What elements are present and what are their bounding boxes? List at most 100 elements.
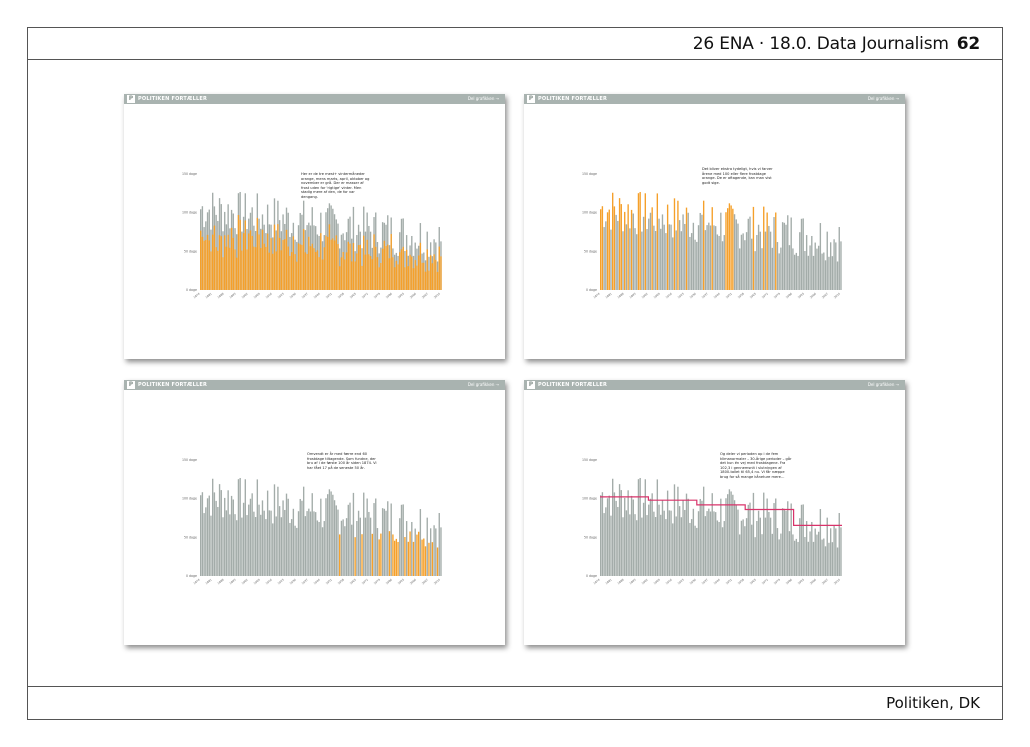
bar [648, 504, 650, 576]
bar [673, 484, 676, 576]
bar [783, 508, 786, 576]
x-tick-label: 2007 [821, 578, 829, 586]
x-tick-label: 2014 [833, 578, 841, 586]
bar [687, 212, 689, 290]
x-tick-label: 1888 [217, 578, 225, 586]
share-link[interactable]: Del grafikken → [467, 382, 499, 387]
bar-winter [361, 265, 363, 290]
bar [431, 542, 434, 576]
bar [816, 534, 818, 576]
bar [642, 502, 645, 576]
bar-winter [260, 247, 262, 290]
bar [737, 223, 739, 290]
bar [648, 218, 650, 290]
bar [742, 233, 744, 290]
bar [757, 510, 760, 576]
bar [696, 527, 698, 576]
bar-winter [241, 250, 243, 290]
x-tick-label: 1923 [677, 578, 685, 586]
y-tick-label: 50 dage [184, 535, 197, 539]
bar [809, 245, 811, 290]
bar [751, 238, 753, 290]
bar [708, 508, 710, 576]
bar-winter [287, 246, 289, 290]
x-tick-label: 1972 [761, 292, 769, 300]
bar [625, 224, 628, 290]
bar [230, 495, 233, 576]
bar [333, 500, 336, 576]
panel-header: P POLITIKEN FORTÆLLER Del grafikken → [524, 94, 905, 104]
bar [682, 214, 684, 290]
bar [776, 242, 779, 290]
bar-winter [409, 254, 411, 290]
bar [749, 502, 751, 576]
bar [745, 232, 748, 290]
bar [740, 520, 743, 576]
bar-winter [225, 246, 228, 290]
bar-winter [335, 235, 337, 290]
x-tick-label: 1937 [701, 292, 709, 300]
x-tick-label: 2007 [421, 292, 429, 300]
bar-winter [423, 262, 425, 290]
bar [627, 490, 629, 576]
bar [730, 491, 732, 576]
bar-winter [297, 243, 300, 290]
screenshot-panel-1: P POLITIKEN FORTÆLLER Del grafikken → 0 … [124, 94, 505, 359]
bar [613, 206, 616, 290]
bar [812, 255, 815, 290]
bar [368, 511, 370, 576]
bar-winter [433, 254, 435, 290]
y-tick-label: 150 dage [582, 172, 597, 176]
bar [644, 479, 646, 576]
bar [804, 251, 806, 290]
share-link[interactable]: Del grafikken → [467, 96, 499, 101]
bar [728, 489, 731, 576]
bar [222, 517, 224, 576]
share-link[interactable]: Del grafikken → [867, 96, 899, 101]
bar [610, 515, 612, 576]
share-link[interactable]: Del grafikken → [867, 382, 899, 387]
bar [345, 518, 348, 576]
bar [666, 490, 669, 576]
bar-winter [254, 247, 257, 290]
bar-winter [275, 251, 277, 290]
bar [306, 511, 308, 576]
bar [630, 495, 633, 576]
bar [725, 212, 727, 290]
x-tick-label: 1895 [629, 292, 637, 300]
bar-winter [366, 239, 368, 290]
bar [658, 504, 660, 576]
bar [754, 251, 756, 290]
bar [249, 498, 252, 576]
bar [254, 517, 257, 576]
bar [200, 495, 202, 576]
bar [763, 492, 765, 576]
bar-winter [311, 243, 313, 290]
bar [656, 193, 659, 290]
bar [718, 235, 720, 290]
bar [764, 231, 767, 290]
bar [769, 517, 772, 576]
bar [690, 519, 693, 576]
bar [680, 517, 683, 576]
bar-winter [201, 236, 204, 290]
bar [615, 214, 617, 290]
bar-winter [397, 264, 399, 290]
bar-winter [232, 237, 234, 290]
bar-winter [208, 240, 210, 290]
bar [205, 507, 207, 576]
bar [615, 500, 617, 576]
bar [702, 200, 705, 290]
bar-winter [229, 247, 231, 290]
bar-winter [347, 241, 349, 290]
bar [781, 222, 784, 290]
slide-header: 26 ENA · 18.0. Data Journalism 62 [28, 28, 1002, 60]
bar [835, 242, 837, 290]
bar [692, 508, 695, 576]
bar [629, 514, 631, 576]
bar [289, 522, 291, 576]
bar [347, 504, 349, 576]
bar [749, 216, 751, 290]
bar-winter [313, 248, 315, 290]
panel-header: P POLITIKEN FORTÆLLER Del grafikken → [124, 94, 505, 104]
